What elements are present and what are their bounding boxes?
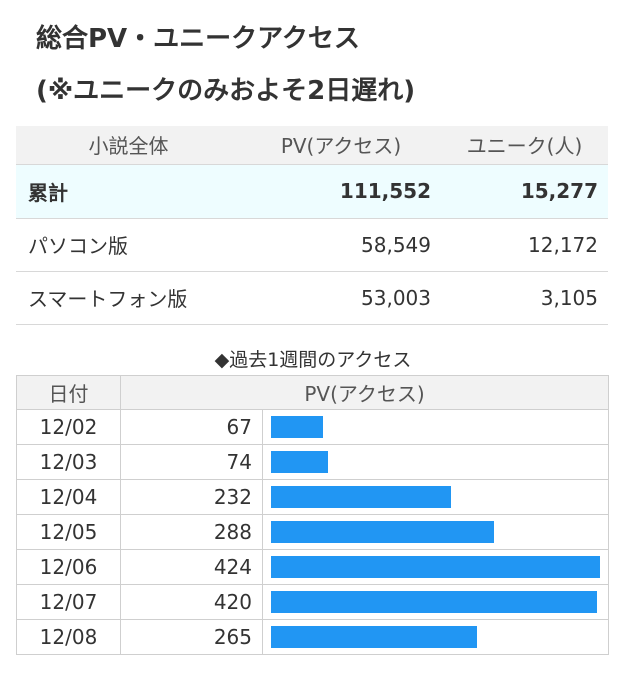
unique-value: 15,277: [520, 179, 598, 203]
summary-row-smartphone: スマートフォン版 53,003 3,105: [16, 271, 608, 324]
date-cell: 12/05: [16, 514, 121, 550]
pv-cell: 424: [120, 549, 263, 585]
bar-cell: [261, 479, 610, 515]
pv-bar: [271, 451, 329, 473]
header-novel-total: 小説全体: [88, 134, 169, 159]
table-row: 12/08 265: [16, 619, 610, 655]
bar-cell: [261, 409, 610, 445]
table-row: 12/06 424: [16, 549, 610, 585]
table-row: 12/03 74: [16, 444, 610, 480]
date-cell: 12/04: [16, 479, 121, 515]
bar-cell: [261, 619, 610, 655]
header-date: 日付: [16, 375, 121, 410]
summary-header-row: 小説全体 PV(アクセス) ユニーク(人): [16, 126, 608, 164]
summary-row-total: 累計 111,552 15,277: [16, 164, 608, 218]
bar-cell: [261, 584, 610, 620]
page-subtitle: (※ユニークのみおよそ2日遅れ): [36, 76, 416, 106]
bar-cell: [261, 549, 610, 585]
unique-value: 3,105: [540, 285, 598, 310]
pv-bar: [271, 486, 452, 508]
pv-value: 58,549: [361, 232, 431, 257]
pv-cell: 232: [120, 479, 263, 515]
summary-table: 小説全体 PV(アクセス) ユニーク(人) 累計 111,552 15,277 …: [16, 126, 608, 325]
date-cell: 12/03: [16, 444, 121, 480]
date-cell: 12/02: [16, 409, 121, 445]
weekly-header-row: 日付 PV(アクセス): [16, 375, 610, 410]
pv-cell: 265: [120, 619, 263, 655]
table-row: 12/05 288: [16, 514, 610, 550]
pv-bar: [271, 556, 601, 578]
table-row: 12/07 420: [16, 584, 610, 620]
table-row: 12/02 67: [16, 409, 610, 445]
header-unique: ユニーク(人): [466, 134, 583, 159]
row-label: スマートフォン版: [28, 287, 188, 311]
pv-bar: [271, 626, 477, 648]
table-row: 12/04 232: [16, 479, 610, 515]
date-cell: 12/08: [16, 619, 121, 655]
pv-bar: [271, 591, 597, 613]
header-pv: PV(アクセス): [280, 134, 402, 159]
date-cell: 12/07: [16, 584, 121, 620]
pv-value: 111,552: [339, 179, 431, 203]
summary-row-pc: パソコン版 58,549 12,172: [16, 218, 608, 271]
pv-cell: 420: [120, 584, 263, 620]
weekly-section-title: ◆過去1週間のアクセス: [214, 349, 412, 371]
pv-cell: 74: [120, 444, 263, 480]
unique-value: 12,172: [528, 232, 598, 257]
pv-bar: [271, 521, 495, 543]
bar-cell: [261, 514, 610, 550]
pv-cell: 67: [120, 409, 263, 445]
row-label: 累計: [28, 180, 68, 205]
pv-value: 53,003: [361, 285, 431, 310]
weekly-table: 日付 PV(アクセス) 12/02 67 12/03 74 12/04 232 12/05 2…: [16, 375, 610, 655]
row-label: パソコン版: [28, 234, 128, 258]
page-title: 総合PV・ユニークアクセス: [36, 24, 360, 54]
header-weekly-pv: PV(アクセス): [119, 375, 610, 410]
pv-cell: 288: [120, 514, 263, 550]
bar-cell: [261, 444, 610, 480]
date-cell: 12/06: [16, 549, 121, 585]
pv-bar: [271, 416, 323, 438]
